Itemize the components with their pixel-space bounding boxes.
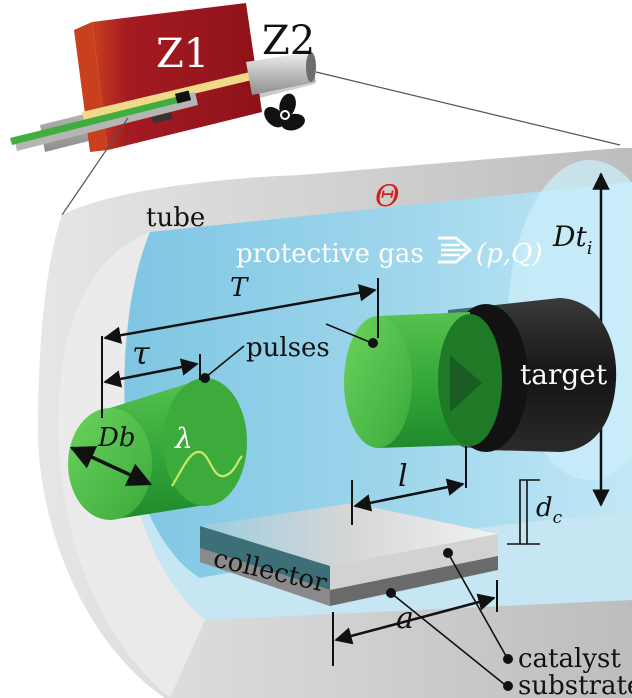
label-pulses: pulses	[246, 333, 330, 363]
wave-icon	[171, 450, 243, 487]
pulse-right-face	[344, 316, 412, 448]
label-theta: Θ	[375, 179, 400, 214]
pointer-dot-right	[368, 338, 378, 348]
dimension-db	[69, 446, 153, 486]
dimension-l	[353, 478, 465, 512]
pulse-right-arrow-icon	[450, 355, 482, 412]
pulse-right	[344, 312, 502, 448]
label-protective-gas: protective gas	[236, 239, 424, 269]
label-target: target	[520, 358, 608, 391]
pointer-dot-left	[200, 373, 210, 383]
collector-left-face	[200, 526, 330, 590]
label-l: l	[398, 459, 408, 494]
label-dc-sub: c	[553, 508, 563, 528]
dimension-tau	[103, 358, 199, 388]
label-a: a	[396, 601, 414, 636]
dimension-a	[334, 593, 496, 645]
label-dti-sub: i	[587, 238, 593, 259]
tube-inner-left-wall	[58, 232, 205, 698]
bullet-substrate	[503, 681, 513, 691]
pointer-substrate	[390, 592, 505, 685]
label-db: Db	[97, 423, 136, 453]
pointer-pulses-left	[205, 345, 245, 378]
overview-collector	[151, 112, 173, 124]
label-t: T	[230, 273, 249, 303]
overview-target	[174, 90, 192, 104]
label-tube: tube	[146, 203, 205, 233]
label-z1: Z1	[156, 31, 209, 77]
overview-tube-opening	[306, 52, 316, 82]
bullet-catalyst	[503, 654, 513, 664]
collector-top	[200, 503, 498, 566]
label-dti-main: Dt	[552, 220, 587, 253]
projection-line-left	[61, 117, 129, 216]
label-substrate: substrate	[518, 671, 632, 698]
label-dc-main: d	[536, 493, 553, 523]
furnace-insulation	[82, 72, 252, 120]
substrate-left-face	[200, 548, 330, 606]
label-lambda: λ	[174, 422, 193, 455]
fan-icon	[264, 93, 305, 131]
gas-flow-arrow-icon	[438, 236, 472, 264]
dimension-t	[103, 284, 377, 344]
label-pq: (p,Q)	[476, 239, 543, 269]
label-z2: Z2	[262, 18, 315, 64]
overview-laser-beam	[10, 96, 182, 145]
dimension-dc-leader	[507, 479, 540, 545]
label-catalyst: catalyst	[518, 644, 621, 674]
label-dc: dc	[536, 493, 563, 528]
furnace-overview: Z1 Z2	[10, 3, 621, 216]
pulse-left-back	[163, 378, 247, 506]
pointer-pulses-right	[325, 323, 373, 344]
label-tau: τ	[132, 334, 151, 372]
pointer-catalyst	[447, 552, 507, 657]
projection-line-right	[315, 71, 621, 146]
label-dti: Dti	[552, 220, 592, 259]
overview-tube-z2	[246, 52, 316, 95]
